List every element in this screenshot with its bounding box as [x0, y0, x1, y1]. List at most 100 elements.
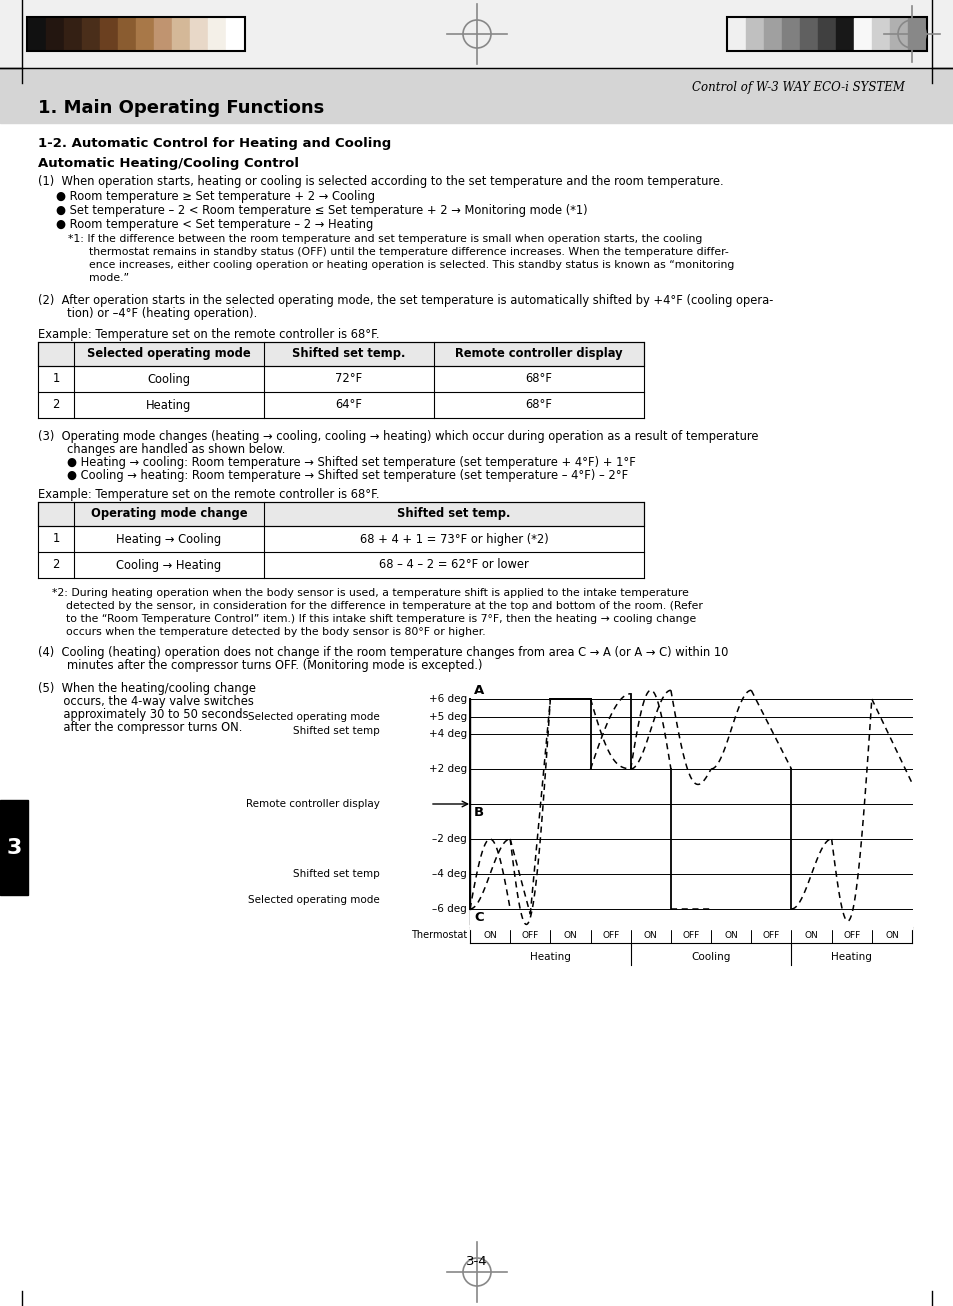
Text: *1: If the difference between the room temperature and set temperature is small : *1: If the difference between the room t… — [68, 234, 701, 244]
Text: Example: Temperature set on the remote controller is 68°F.: Example: Temperature set on the remote c… — [38, 488, 379, 502]
Bar — [208, 18, 226, 50]
Text: ● Cooling → heating: Room temperature → Shifted set temperature (set temperature: ● Cooling → heating: Room temperature → … — [38, 469, 628, 482]
Text: ON: ON — [723, 930, 738, 939]
Text: to the “Room Temperature Control” item.) If this intake shift temperature is 7°F: to the “Room Temperature Control” item.)… — [38, 614, 696, 624]
Text: OFF: OFF — [842, 930, 860, 939]
Bar — [871, 18, 889, 50]
Text: B: B — [474, 806, 483, 819]
Text: ON: ON — [884, 930, 898, 939]
Text: 68°F: 68°F — [525, 398, 552, 411]
Text: A: A — [474, 684, 484, 697]
Text: Cooling: Cooling — [691, 952, 730, 963]
Bar — [817, 18, 835, 50]
Bar — [0, 801, 28, 895]
Text: mode.”: mode.” — [68, 273, 129, 283]
Text: Heating → Cooling: Heating → Cooling — [116, 533, 221, 546]
Bar — [100, 18, 118, 50]
Text: Remote controller display: Remote controller display — [246, 799, 379, 808]
Text: Heating: Heating — [529, 952, 570, 963]
Bar — [118, 18, 136, 50]
Bar — [27, 17, 245, 51]
Text: 2: 2 — [52, 559, 60, 572]
Bar — [64, 18, 82, 50]
Text: OFF: OFF — [762, 930, 780, 939]
Bar — [226, 18, 244, 50]
Text: approximately 30 to 50 seconds: approximately 30 to 50 seconds — [38, 708, 248, 721]
Text: Operating mode change: Operating mode change — [91, 508, 247, 521]
Text: 68°F: 68°F — [525, 372, 552, 385]
Text: occurs when the temperature detected by the body sensor is 80°F or higher.: occurs when the temperature detected by … — [38, 627, 485, 637]
Text: 64°F: 64°F — [335, 398, 362, 411]
Text: changes are handled as shown below.: changes are handled as shown below. — [38, 443, 285, 456]
Text: *2: During heating operation when the body sensor is used, a temperature shift i: *2: During heating operation when the bo… — [38, 588, 688, 598]
Text: +6 deg: +6 deg — [429, 693, 467, 704]
Bar — [82, 18, 100, 50]
Text: Remote controller display: Remote controller display — [455, 347, 622, 360]
Text: Thermostat: Thermostat — [411, 930, 467, 940]
Text: +2 deg: +2 deg — [429, 764, 467, 774]
Text: Selected operating mode: Selected operating mode — [87, 347, 251, 360]
Bar — [800, 18, 817, 50]
Text: ● Set temperature – 2 < Room temperature ≤ Set temperature + 2 → Monitoring mode: ● Set temperature – 2 < Room temperature… — [56, 204, 587, 217]
Bar — [172, 18, 190, 50]
Bar — [28, 18, 46, 50]
Text: ON: ON — [563, 930, 577, 939]
Text: Example: Temperature set on the remote controller is 68°F.: Example: Temperature set on the remote c… — [38, 328, 379, 341]
Text: 1: 1 — [52, 533, 59, 546]
Text: after the compressor turns ON.: after the compressor turns ON. — [38, 721, 242, 734]
Bar — [889, 18, 907, 50]
Bar — [136, 18, 153, 50]
Text: (2)  After operation starts in the selected operating mode, the set temperature : (2) After operation starts in the select… — [38, 294, 773, 307]
Text: Shifted set temp: Shifted set temp — [293, 726, 379, 735]
Text: (3)  Operating mode changes (heating → cooling, cooling → heating) which occur d: (3) Operating mode changes (heating → co… — [38, 430, 758, 443]
Text: Heating: Heating — [146, 398, 192, 411]
Text: –6 deg: –6 deg — [432, 904, 467, 914]
Text: Cooling → Heating: Cooling → Heating — [116, 559, 221, 572]
Text: 68 + 4 + 1 = 73°F or higher (*2): 68 + 4 + 1 = 73°F or higher (*2) — [359, 533, 548, 546]
Bar — [781, 18, 800, 50]
Text: C: C — [474, 912, 483, 925]
Text: –4 deg: –4 deg — [432, 868, 467, 879]
Text: ON: ON — [803, 930, 818, 939]
Bar — [745, 18, 763, 50]
Text: Selected operating mode: Selected operating mode — [248, 895, 379, 905]
Text: –2 deg: –2 deg — [432, 835, 467, 844]
Bar — [726, 17, 926, 51]
Text: 1. Main Operating Functions: 1. Main Operating Functions — [38, 99, 324, 118]
Bar — [46, 18, 64, 50]
Text: OFF: OFF — [681, 930, 699, 939]
Text: ● Heating → cooling: Room temperature → Shifted set temperature (set temperature: ● Heating → cooling: Room temperature → … — [38, 456, 636, 469]
Text: minutes after the compressor turns OFF. (Monitoring mode is excepted.): minutes after the compressor turns OFF. … — [38, 660, 482, 673]
Text: Heating: Heating — [830, 952, 871, 963]
Text: Shifted set temp.: Shifted set temp. — [292, 347, 405, 360]
Text: 68 – 4 – 2 = 62°F or lower: 68 – 4 – 2 = 62°F or lower — [378, 559, 528, 572]
Bar — [38, 502, 643, 526]
Text: tion) or –4°F (heating operation).: tion) or –4°F (heating operation). — [38, 307, 257, 320]
Text: 72°F: 72°F — [335, 372, 362, 385]
Text: Control of W-3 WAY ECO-i SYSTEM: Control of W-3 WAY ECO-i SYSTEM — [691, 81, 904, 94]
Bar — [0, 68, 953, 123]
Text: Shifted set temp: Shifted set temp — [293, 868, 379, 879]
Text: thermostat remains in standby status (OFF) until the temperature difference incr: thermostat remains in standby status (OF… — [68, 247, 728, 257]
Text: ● Room temperature ≥ Set temperature + 2 → Cooling: ● Room temperature ≥ Set temperature + 2… — [56, 189, 375, 202]
Text: 3-4: 3-4 — [466, 1255, 487, 1268]
Bar — [190, 18, 208, 50]
Text: 2: 2 — [52, 398, 60, 411]
Text: ON: ON — [643, 930, 657, 939]
Text: Shifted set temp.: Shifted set temp. — [396, 508, 510, 521]
Bar — [907, 18, 925, 50]
Text: ence increases, either cooling operation or heating operation is selected. This : ence increases, either cooling operation… — [68, 260, 734, 270]
Bar — [763, 18, 781, 50]
Bar — [470, 682, 911, 929]
Bar — [835, 18, 853, 50]
Text: Selected operating mode: Selected operating mode — [248, 712, 379, 721]
Text: (4)  Cooling (heating) operation does not change if the room temperature changes: (4) Cooling (heating) operation does not… — [38, 646, 727, 660]
Text: OFF: OFF — [521, 930, 538, 939]
Text: 3: 3 — [7, 837, 22, 858]
Text: occurs, the 4-way valve switches: occurs, the 4-way valve switches — [38, 695, 253, 708]
Bar — [0, 0, 953, 68]
Bar — [853, 18, 871, 50]
Text: ● Room temperature < Set temperature – 2 → Heating: ● Room temperature < Set temperature – 2… — [56, 218, 373, 231]
Bar — [38, 342, 643, 366]
Text: Automatic Heating/Cooling Control: Automatic Heating/Cooling Control — [38, 157, 298, 170]
